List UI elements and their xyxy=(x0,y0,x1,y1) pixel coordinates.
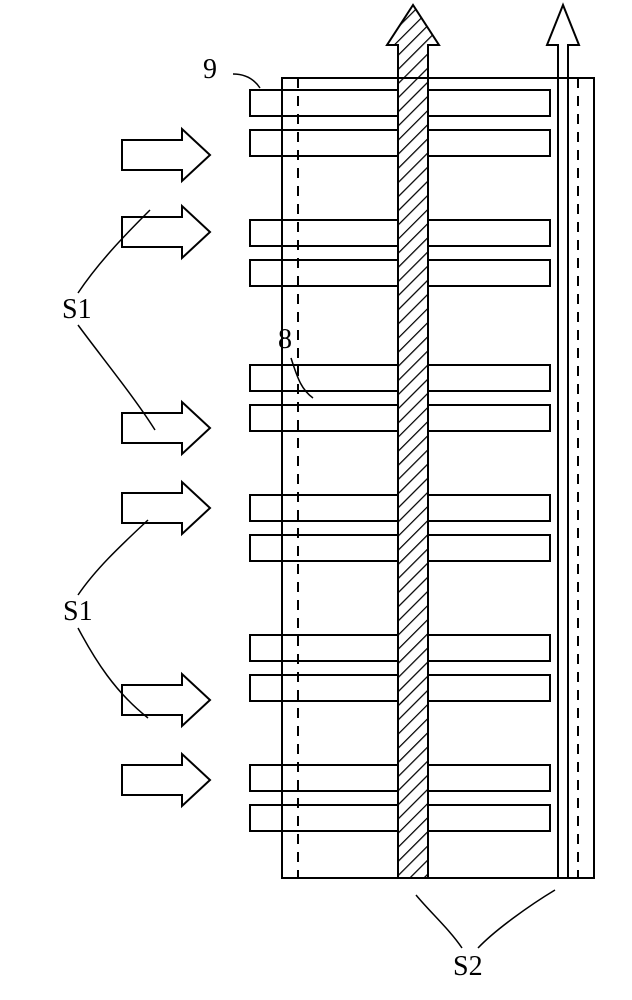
callout-line xyxy=(233,74,260,88)
callout-line xyxy=(78,520,148,595)
plain-channel-arrowhead xyxy=(547,5,579,78)
flow-arrow-s1 xyxy=(122,674,210,726)
flow-arrow-s1 xyxy=(122,129,210,181)
callout-line xyxy=(478,890,555,948)
label-s2: S2 xyxy=(453,951,483,982)
label-ref-9: 9 xyxy=(203,54,217,85)
technical-diagram: 9 8 S1 S1 S2 xyxy=(0,0,632,1000)
label-ref-8: 8 xyxy=(278,324,292,355)
hatched-channel-arrowhead xyxy=(387,5,439,78)
plain-channel xyxy=(558,78,568,878)
flow-arrow-s1 xyxy=(122,402,210,454)
flow-arrow-s1 xyxy=(122,754,210,806)
callout-line xyxy=(416,895,462,948)
label-s1: S1 xyxy=(63,596,93,627)
flow-arrow-s1 xyxy=(122,206,210,258)
label-s1: S1 xyxy=(62,294,92,325)
flow-arrow-s1 xyxy=(122,482,210,534)
hatched-channel xyxy=(398,78,428,878)
stack-outline xyxy=(282,78,594,878)
